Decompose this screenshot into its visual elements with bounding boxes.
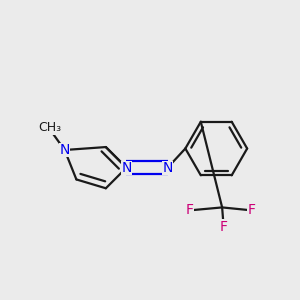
Text: N: N (59, 143, 70, 157)
Text: F: F (186, 203, 194, 218)
Text: CH₃: CH₃ (38, 122, 61, 134)
Text: N: N (121, 161, 132, 175)
Text: F: F (220, 220, 228, 234)
Text: F: F (248, 203, 256, 218)
Text: N: N (163, 161, 173, 175)
